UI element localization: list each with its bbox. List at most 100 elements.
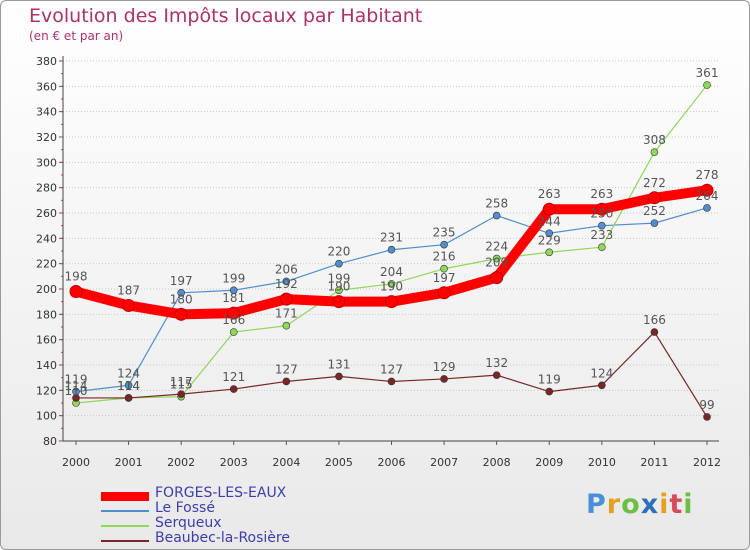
- data-point: [700, 183, 714, 197]
- data-point: [335, 259, 343, 268]
- data-label: 190: [380, 280, 403, 294]
- data-point: [387, 280, 396, 288]
- data-point: [650, 328, 659, 336]
- logo-letter: r: [606, 489, 622, 520]
- data-label: 244: [538, 214, 561, 228]
- y-tick-label: 120: [36, 384, 57, 397]
- data-point: [227, 306, 241, 320]
- data-point: [647, 191, 661, 205]
- data-label: 263: [538, 187, 561, 201]
- data-point: [282, 377, 291, 386]
- y-tick-label: 380: [36, 55, 57, 68]
- x-tick-label: 2001: [115, 456, 143, 469]
- data-label: 99: [699, 398, 714, 412]
- legend-label: FORGES-LES-EAUX: [155, 485, 287, 501]
- data-label: 263: [590, 187, 613, 201]
- chart-title: Evolution des Impôts locaux par Habitant: [29, 5, 423, 27]
- data-label: 114: [65, 379, 88, 393]
- data-label: 124: [590, 366, 613, 380]
- data-label: 197: [170, 274, 193, 288]
- x-tick-label: 2012: [693, 456, 721, 469]
- y-tick-label: 240: [36, 232, 57, 245]
- data-point: [492, 371, 501, 379]
- data-point: [598, 221, 606, 230]
- data-label: 121: [222, 370, 245, 384]
- data-point: [650, 219, 659, 227]
- data-label: 361: [696, 66, 719, 80]
- data-label: 231: [380, 231, 403, 245]
- legend-item: FORGES-LES-EAUX: [101, 485, 401, 503]
- y-tick-label: 220: [36, 258, 57, 271]
- data-point: [124, 381, 133, 390]
- data-point: [177, 390, 185, 398]
- x-tick-label: 2004: [272, 456, 300, 469]
- data-label: 181: [222, 291, 245, 305]
- data-point: [387, 245, 396, 254]
- y-tick-label: 320: [36, 131, 57, 144]
- data-label: 114: [117, 379, 140, 393]
- data-point: [229, 328, 238, 336]
- data-label: 119: [65, 373, 88, 387]
- data-point: [598, 243, 606, 251]
- data-label: 131: [327, 357, 350, 371]
- data-label: 192: [275, 277, 298, 291]
- data-point: [229, 385, 238, 393]
- data-label: 199: [327, 271, 350, 285]
- data-label: 233: [590, 228, 613, 242]
- legend-swatch: [101, 491, 149, 501]
- proxiti-logo: Proxiti: [586, 489, 694, 520]
- data-label: 198: [65, 270, 88, 284]
- legend-label: Serqueux: [155, 515, 222, 531]
- data-point: [440, 240, 448, 249]
- logo-letter: i: [683, 489, 694, 520]
- data-label: 204: [380, 265, 403, 279]
- y-tick-label: 360: [36, 80, 57, 93]
- data-point: [174, 307, 188, 321]
- data-label: 190: [327, 280, 350, 294]
- x-tick-label: 2011: [640, 456, 668, 469]
- legend-swatch: [101, 525, 149, 527]
- data-point: [122, 298, 136, 312]
- data-label: 187: [117, 283, 140, 297]
- y-tick-label: 260: [36, 207, 57, 220]
- data-point: [545, 387, 554, 396]
- data-label: 199: [222, 271, 245, 285]
- legend-swatch: [101, 510, 149, 512]
- data-label: 132: [485, 356, 508, 370]
- data-point: [124, 394, 133, 402]
- data-label: 264: [696, 189, 719, 203]
- y-tick-label: 340: [36, 106, 57, 119]
- data-label: 229: [538, 233, 561, 247]
- data-point: [490, 271, 504, 285]
- y-tick-label: 180: [36, 308, 57, 321]
- data-point: [332, 295, 346, 309]
- data-point: [650, 148, 659, 156]
- x-tick-label: 2010: [588, 456, 616, 469]
- data-point: [492, 254, 501, 263]
- data-point: [282, 277, 291, 286]
- data-point: [542, 202, 556, 216]
- data-point: [703, 413, 711, 421]
- data-label: 216: [433, 250, 456, 264]
- data-label: 197: [433, 271, 456, 285]
- x-tick-label: 2007: [430, 456, 458, 469]
- data-label: 235: [433, 226, 456, 240]
- logo-letter: P: [586, 489, 607, 520]
- y-tick-label: 80: [43, 435, 57, 448]
- legend-item: Le Fossé: [101, 500, 401, 518]
- data-point: [335, 286, 343, 295]
- logo-letter: i: [659, 489, 670, 520]
- logo-letter: o: [621, 489, 641, 520]
- data-point: [387, 377, 396, 386]
- data-label: 127: [275, 362, 298, 376]
- data-label: 114: [117, 379, 140, 393]
- x-tick-label: 2000: [62, 456, 90, 469]
- data-label: 117: [170, 375, 193, 389]
- data-label: 180: [170, 292, 193, 306]
- data-point: [703, 204, 711, 212]
- legend-item: Beaubec-la-Rosière: [101, 530, 401, 548]
- data-label: 129: [433, 360, 456, 374]
- x-tick-label: 2002: [167, 456, 195, 469]
- y-tick-label: 300: [36, 156, 57, 169]
- data-point: [69, 285, 83, 299]
